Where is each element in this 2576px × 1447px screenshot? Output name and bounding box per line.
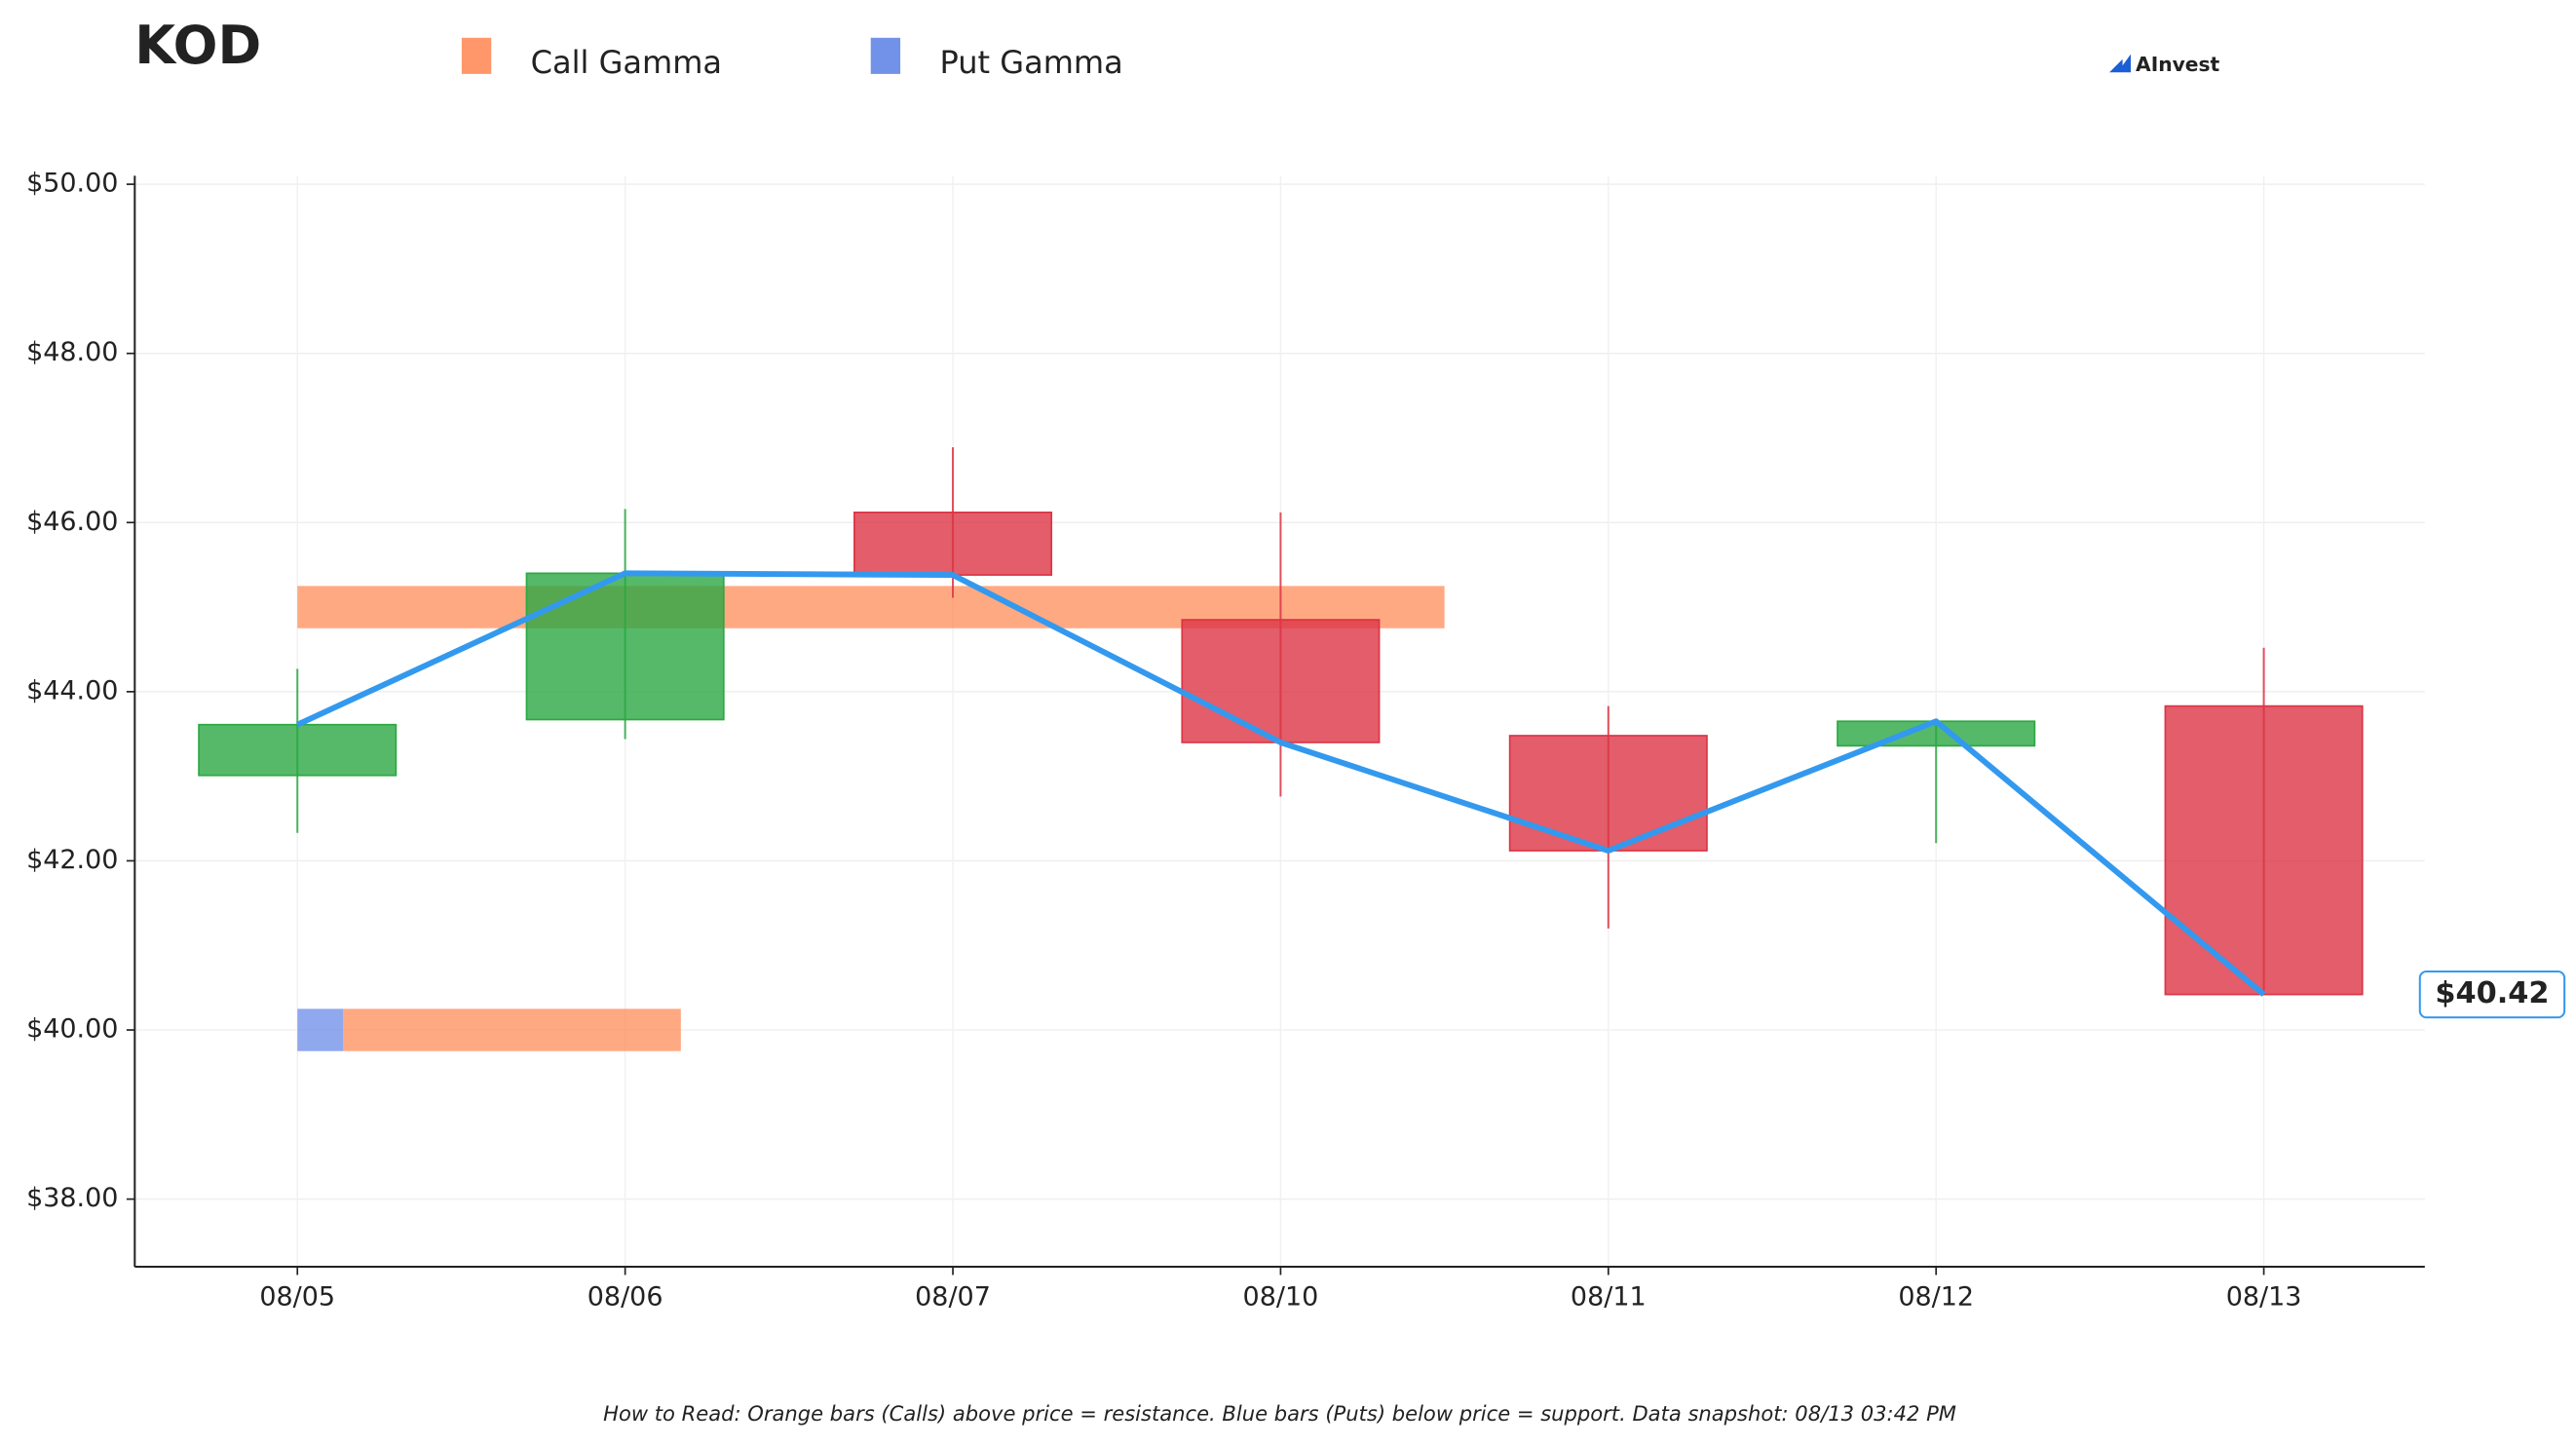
x-tick-label: 08/06: [587, 1282, 663, 1313]
x-tick-label: 08/12: [1898, 1282, 1974, 1313]
legend-label: Put Gamma: [940, 44, 1123, 81]
x-tick-label: 08/10: [1243, 1282, 1319, 1313]
y-tick-label: $40.00: [26, 1014, 118, 1045]
close-line: [296, 570, 2266, 997]
put-gamma-bar: [297, 1009, 344, 1051]
y-tick-label: $44.00: [26, 675, 118, 705]
y-tick-label: $42.00: [26, 845, 118, 875]
x-tick-label: 08/11: [1571, 1282, 1647, 1313]
candle-body: [1837, 720, 2036, 747]
candle-body: [2164, 704, 2364, 996]
candle-body: [1508, 735, 1708, 852]
call-gamma-bar: [343, 1009, 681, 1051]
x-tick-label: 08/07: [915, 1282, 991, 1313]
candle-body: [1181, 619, 1381, 743]
legend-label: Call Gamma: [531, 44, 722, 81]
plot-area: $38.00 $40.00 $42.00 $44.00 $46.00 $48.00 $50.…: [26, 169, 2566, 1313]
brand-logo: AInvest: [2109, 53, 2220, 76]
y-tick-label: $50.00: [26, 169, 118, 199]
chart-title: KOD: [134, 15, 261, 76]
y-tick-label: $38.00: [26, 1183, 118, 1213]
brand-text: AInvest: [2136, 53, 2219, 76]
x-tick-label: 08/05: [259, 1282, 335, 1313]
legend-swatch: [870, 37, 901, 74]
x-tick-label: 08/13: [2226, 1282, 2302, 1313]
candle-body: [198, 723, 398, 777]
candle-body: [853, 512, 1053, 576]
y-tick-label: $46.00: [26, 507, 118, 537]
y-tick-label: $48.00: [26, 337, 118, 367]
legend-swatch: [461, 37, 492, 74]
brand-icon: [2109, 54, 2131, 73]
last-price-label: $40.42: [2435, 976, 2549, 1010]
footnote: How to Read: Orange bars (Calls) above p…: [603, 1401, 1956, 1426]
last-price-box: [2418, 970, 2566, 1019]
candle-body: [525, 572, 725, 721]
